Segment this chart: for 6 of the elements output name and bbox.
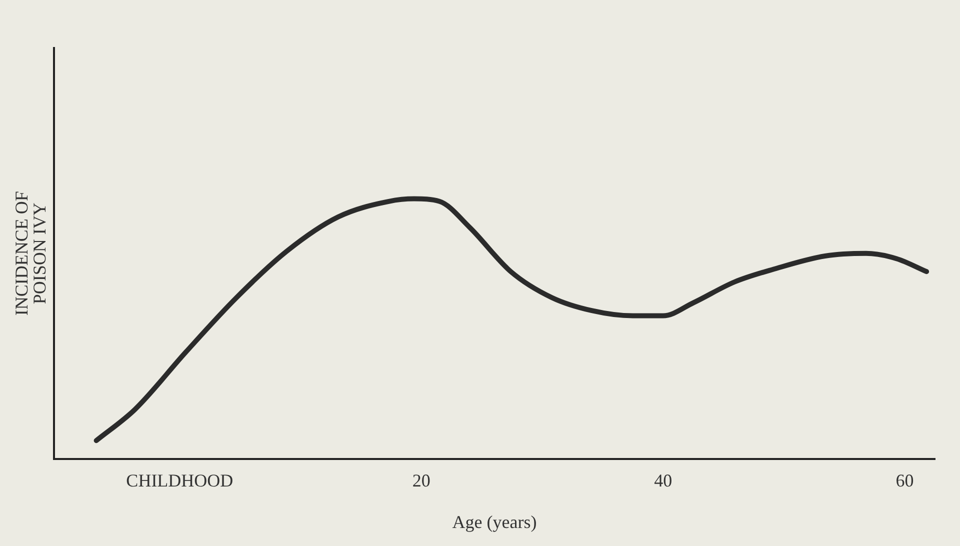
x-axis-title: Age (years) xyxy=(452,512,537,532)
x-tick-label: 60 xyxy=(896,470,914,490)
x-tick-label: CHILDHOOD xyxy=(126,470,234,490)
x-tick-label: 40 xyxy=(654,470,672,490)
x-tick-label: 20 xyxy=(412,470,430,490)
y-axis-title: INCIDENCE OF POISON IVY xyxy=(12,191,50,316)
